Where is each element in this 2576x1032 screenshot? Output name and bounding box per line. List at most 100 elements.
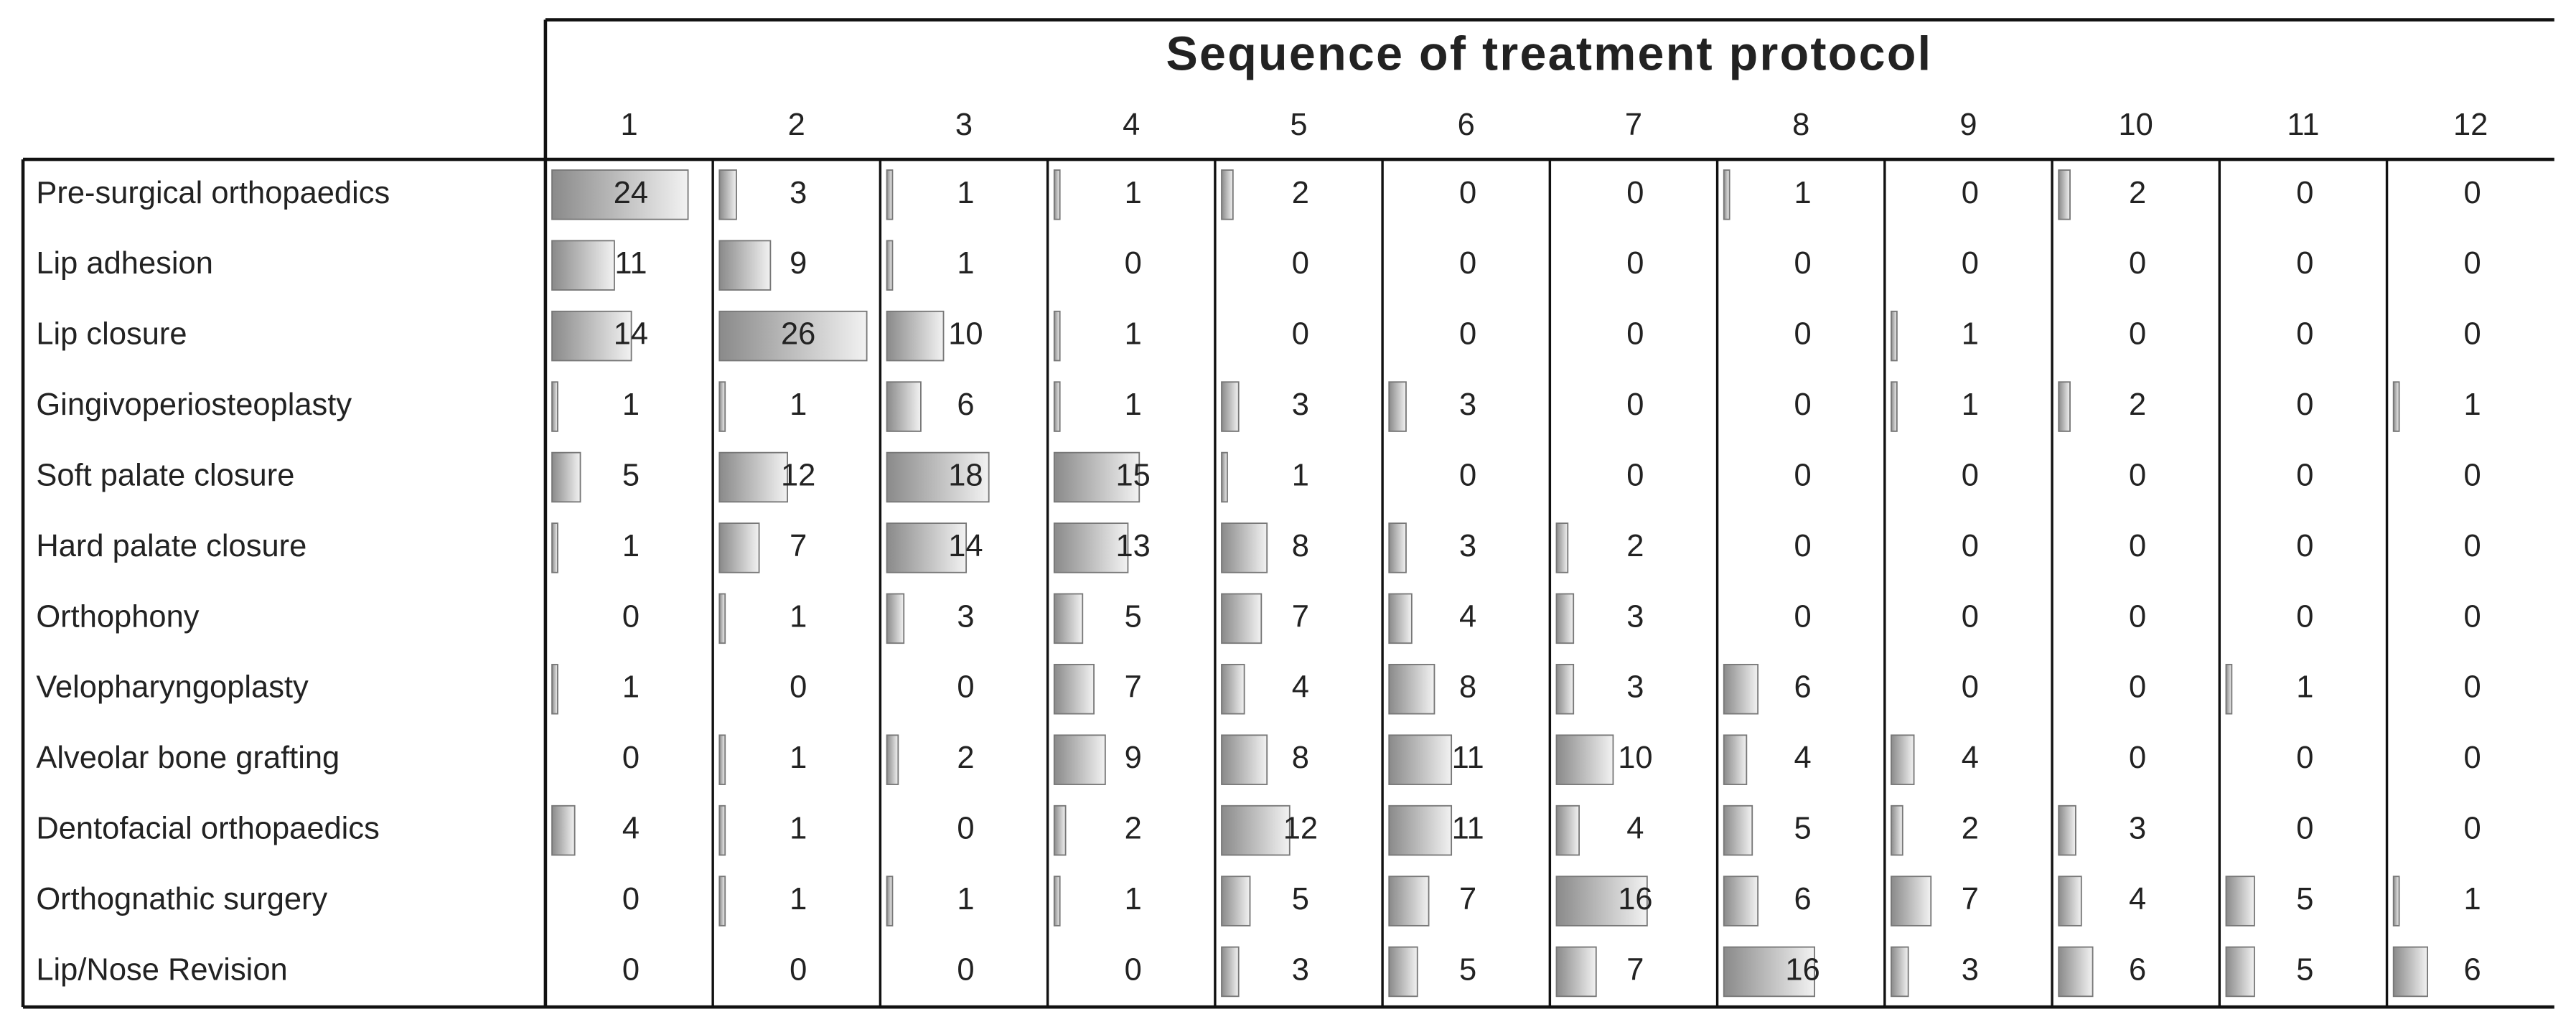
data-bar [1053,734,1106,785]
cell-value: 0 [2296,317,2313,352]
row-label: Lip/Nose Revision [36,952,287,987]
cell-value: 0 [2463,176,2481,210]
cell-value: 2 [1962,812,1979,846]
data-bar [1891,946,1909,998]
data-bar [551,310,632,362]
cell-value: 0 [2463,317,2481,352]
data-bar [551,664,558,715]
cell-value: 0 [622,599,640,634]
data-bar [1891,310,1898,362]
cell-value: 0 [1962,670,1979,705]
data-bar [2392,381,2400,432]
data-bar [551,169,689,220]
cell-value: 10 [948,317,983,352]
cell-value: 1 [1125,882,1142,916]
cell-value: 0 [1794,529,1812,563]
data-bar [1053,451,1141,503]
cell-value: 16 [1618,882,1652,916]
cell-value: 24 [614,176,648,210]
data-bar [551,240,615,291]
data-bar [1891,805,1903,856]
column-header: 6 [1458,108,1475,142]
cell-value: 0 [1962,246,1979,281]
data-bar [1555,876,1648,927]
cell-value: 0 [622,952,640,987]
data-bar [886,240,894,291]
cell-value: 0 [1962,599,1979,634]
cell-value: 0 [2296,388,2313,422]
data-bar [2058,169,2071,220]
data-bar [1221,593,1263,644]
data-bar [2225,876,2255,927]
cell-value: 0 [2129,246,2146,281]
cell-value: 1 [790,812,807,846]
cell-value: 0 [2296,458,2313,492]
data-bar [1723,805,1753,856]
cell-value: 4 [1962,741,1979,775]
cell-value: 0 [2463,529,2481,563]
data-bar [718,805,726,856]
data-bar [1053,805,1067,856]
cell-value: 0 [790,670,807,705]
cell-value: 2 [2129,176,2146,210]
cell-value: 2 [957,741,974,775]
data-bar [1053,876,1061,927]
data-bar [886,876,894,927]
cell-value: 0 [1125,246,1142,281]
data-bar [1723,946,1816,998]
row-label: Pre-surgical orthopaedics [36,176,390,210]
cell-value: 0 [2463,670,2481,705]
cell-value: 1 [1125,317,1142,352]
cell-value: 11 [614,246,647,281]
cell-value: 1 [1125,388,1142,422]
data-bar [718,734,726,785]
cell-value: 0 [2296,176,2313,210]
data-bar [1555,734,1614,785]
cell-value: 0 [2129,741,2146,775]
cell-value: 4 [2129,882,2146,916]
column-header: 3 [955,108,973,142]
data-bar [551,381,558,432]
row-label: Lip closure [36,317,187,352]
cell-value: 0 [1962,458,1979,492]
cell-value: 0 [1626,246,1644,281]
data-bar [718,451,788,503]
column-header: 8 [1792,108,1809,142]
data-bar [718,310,868,362]
cell-value: 7 [1292,599,1309,634]
data-bar [1221,381,1240,432]
cell-value: 12 [781,458,815,492]
cell-value: 4 [1794,741,1812,775]
cell-value: 1 [790,388,807,422]
cell-value: 2 [1292,176,1309,210]
cell-value: 1 [2296,670,2313,705]
data-bar [1053,381,1061,432]
cell-value: 0 [2463,741,2481,775]
data-bar [886,169,894,220]
cell-value: 0 [2296,599,2313,634]
data-bar [1221,522,1268,573]
cell-value: 0 [1626,388,1644,422]
cell-value: 0 [1794,599,1812,634]
cell-value: 0 [1626,176,1644,210]
data-bar [2058,876,2082,927]
cell-value: 0 [1962,529,1979,563]
data-bar [1221,664,1245,715]
data-bar [886,451,990,503]
cell-value: 1 [2463,388,2481,422]
cell-value: 5 [1125,599,1142,634]
cell-value: 0 [2463,458,2481,492]
cell-value: 5 [2296,882,2313,916]
row-label: Dentofacial orthopaedics [36,812,379,846]
cell-value: 3 [1459,388,1476,422]
data-bar [718,876,726,927]
data-bar [1053,169,1061,220]
data-bar [1555,522,1569,573]
cell-value: 1 [790,599,807,634]
data-bar [886,734,899,785]
cell-value: 4 [1459,599,1476,634]
cell-value: 0 [790,952,807,987]
cell-value: 7 [1962,882,1979,916]
cell-value: 1 [622,670,640,705]
data-bar [2225,664,2233,715]
